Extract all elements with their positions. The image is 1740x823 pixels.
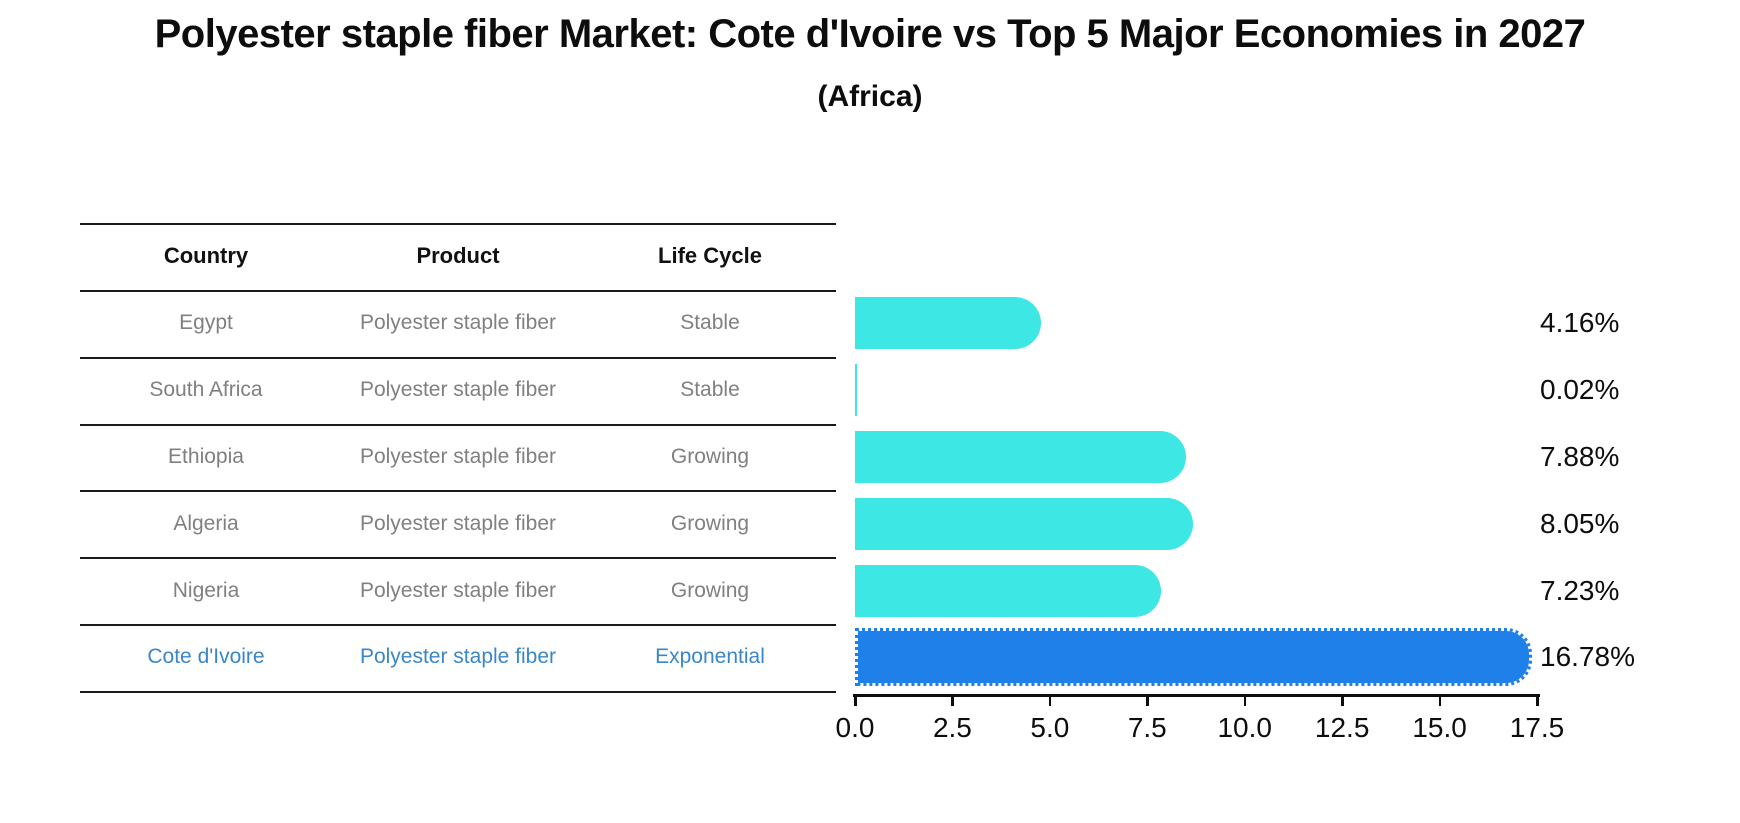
x-axis-tick <box>951 696 954 706</box>
x-axis-tick <box>1048 696 1052 706</box>
x-axis-tick-label: 5.0 <box>1030 712 1070 743</box>
table-cell-product: Polyester staple fiber <box>359 378 557 402</box>
x-axis-tick-label: 7.5 <box>1127 712 1167 743</box>
table-divider <box>80 624 836 626</box>
table-cell-life-cycle: Growing <box>670 511 750 535</box>
chart-title: Polyester staple fiber Market: Cote d'Iv… <box>154 12 1586 56</box>
table-header-life-cycle: Life Cycle <box>658 243 762 268</box>
value-label: 4.16% <box>1540 307 1620 339</box>
x-axis-tick <box>1438 696 1442 706</box>
table-cell-product: Polyester staple fiber <box>359 511 557 535</box>
table-cell-life-cycle: Growing <box>670 445 750 468</box>
chart-subtitle: (Africa) <box>817 80 923 113</box>
value-label: 8.05% <box>1540 507 1620 539</box>
x-axis-line <box>853 694 1540 697</box>
x-axis-tick-label: 2.5 <box>932 712 972 743</box>
table-cell-product: Polyester staple fiber <box>359 645 557 669</box>
table-divider <box>80 423 836 426</box>
x-axis-tick <box>1146 696 1149 706</box>
table-cell-product: Polyester staple fiber <box>359 445 557 468</box>
table-divider <box>80 557 836 560</box>
x-axis-tick-label: 17.5 <box>1509 712 1565 743</box>
table-cell-country: Cote d'Ivoire <box>147 645 265 669</box>
table-cell-life-cycle: Stable <box>680 378 740 402</box>
value-label: 7.88% <box>1540 441 1620 472</box>
table-divider <box>80 356 836 359</box>
bar-egypt <box>855 297 1042 350</box>
x-axis-tick <box>854 696 857 706</box>
bar-ethiopia <box>855 431 1187 483</box>
table-cell-country: Algeria <box>173 511 239 535</box>
table-cell-life-cycle: Growing <box>670 578 750 602</box>
x-axis-tick <box>1243 696 1247 706</box>
x-axis-tick-label: 12.5 <box>1314 712 1370 743</box>
table-divider <box>80 690 836 693</box>
table-cell-product: Polyester staple fiber <box>359 311 557 335</box>
bar-nigeria <box>855 564 1161 617</box>
x-axis-tick <box>1536 696 1539 706</box>
x-axis-tick-label: 0.0 <box>835 712 875 743</box>
table-top-border <box>80 223 836 225</box>
value-label: 0.02% <box>1540 374 1620 406</box>
table-cell-country: South Africa <box>149 378 263 402</box>
table-cell-country: Egypt <box>179 311 233 335</box>
bar-cote-d-ivoire <box>855 628 1532 687</box>
bar-algeria <box>855 497 1193 550</box>
table-cell-life-cycle: Exponential <box>655 645 765 669</box>
table-cell-country: Ethiopia <box>168 445 244 468</box>
table-cell-product: Polyester staple fiber <box>359 578 557 602</box>
table-divider <box>80 290 836 292</box>
table-header-country: Country <box>163 243 249 268</box>
x-axis-tick-label: 15.0 <box>1412 712 1467 743</box>
table-cell-country: Nigeria <box>172 578 240 602</box>
bar-south-africa <box>855 364 857 417</box>
table-header-product: Product <box>416 243 500 268</box>
value-label: 7.23% <box>1540 574 1620 606</box>
value-label: 16.78% <box>1540 641 1635 673</box>
x-axis-tick-label: 10.0 <box>1217 712 1272 743</box>
table-divider <box>80 490 836 493</box>
table-cell-life-cycle: Stable <box>680 311 740 335</box>
x-axis-tick <box>1341 696 1344 706</box>
